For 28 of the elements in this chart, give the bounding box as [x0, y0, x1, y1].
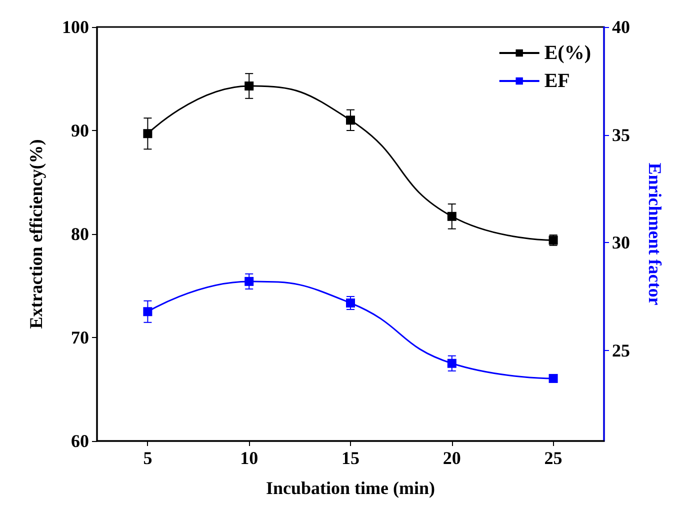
x-axis-title: Incubation time (min) [266, 478, 436, 498]
y2-axis-title: Enrichment factor [645, 162, 665, 306]
point [346, 116, 355, 125]
y-tick-label: 100 [62, 17, 89, 37]
legend-label: EF [544, 70, 570, 92]
y2-tick-label: 40 [612, 17, 630, 37]
point [447, 212, 456, 221]
x-tick-label: 20 [442, 448, 461, 468]
y-axis-title: Extraction efficiency(%) [26, 139, 46, 329]
y-tick-label: 90 [71, 120, 89, 140]
legend-label: E(%) [544, 42, 592, 64]
point [447, 358, 456, 368]
x-tick-label: 10 [240, 448, 258, 468]
x-tick-label: 5 [143, 448, 152, 468]
point [244, 276, 254, 286]
y-tick-label: 80 [71, 224, 89, 244]
y-tick-label: 70 [71, 328, 89, 348]
x-tick-label: 15 [342, 448, 360, 468]
point [143, 129, 152, 138]
x-tick-label: 25 [544, 448, 562, 468]
y2-tick-label: 25 [612, 340, 630, 360]
y-tick-label: 60 [71, 431, 89, 451]
point [548, 374, 558, 383]
point [244, 81, 254, 90]
y2-tick-label: 35 [612, 124, 630, 145]
y2-tick-label: 30 [612, 232, 630, 253]
point [143, 307, 152, 316]
point [346, 298, 355, 308]
